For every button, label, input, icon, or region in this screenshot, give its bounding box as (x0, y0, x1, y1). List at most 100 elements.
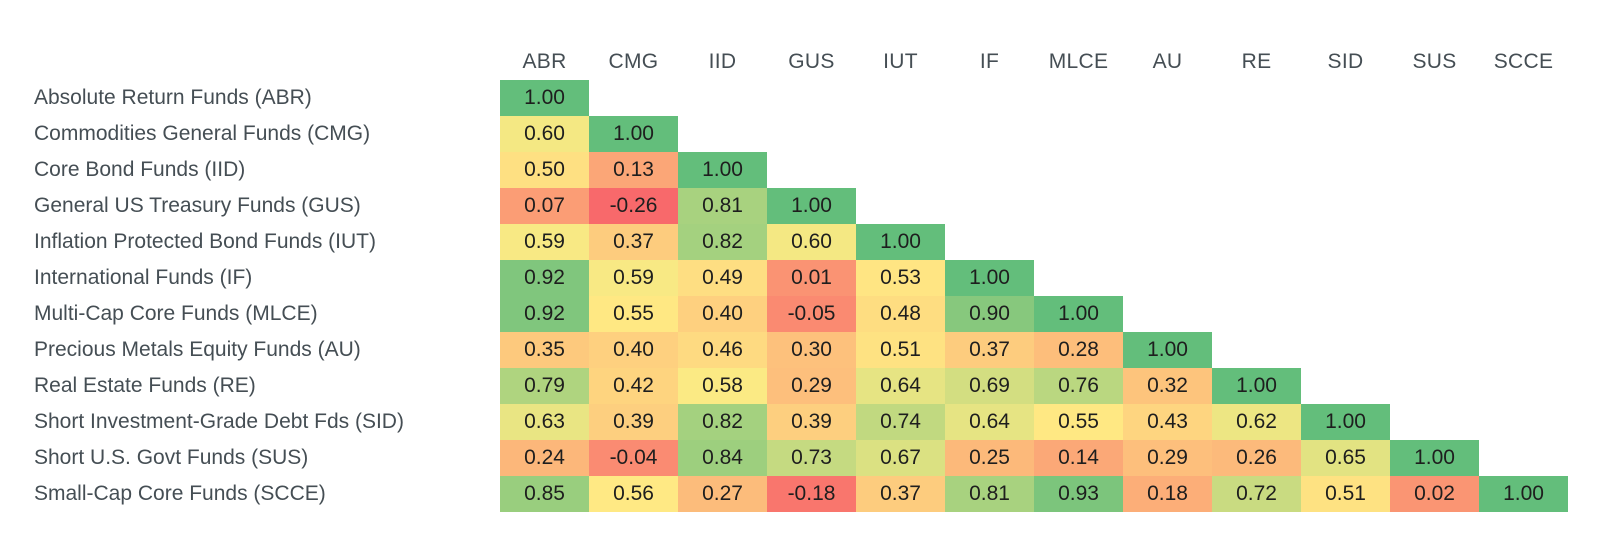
matrix-cell: 0.37 (856, 476, 945, 512)
matrix-cell: 0.62 (1212, 404, 1301, 440)
matrix-cell: 0.29 (767, 368, 856, 404)
matrix-row-au: Precious Metals Equity Funds (AU) 0.35 0.4… (0, 332, 1606, 368)
matrix-cell: 0.46 (678, 332, 767, 368)
row-label: International Funds (IF) (34, 266, 253, 289)
matrix-cell: 0.59 (589, 260, 678, 296)
matrix-cell: 0.73 (767, 440, 856, 476)
matrix-cell: 0.42 (589, 368, 678, 404)
row-label: Commodities General Funds (CMG) (34, 122, 371, 145)
matrix-body: Absolute Return Funds (ABR) 1.00 Commoditi… (0, 80, 1606, 512)
column-header-cmg: CMG (608, 50, 659, 73)
matrix-row-gus: General US Treasury Funds (GUS) 0.07 -0.26… (0, 188, 1606, 224)
matrix-cell: 0.79 (500, 368, 589, 404)
matrix-cell: -0.26 (589, 188, 678, 224)
matrix-cell: 1.00 (1212, 368, 1301, 404)
matrix-cell: 1.00 (1390, 440, 1479, 476)
column-header-re: RE (1241, 50, 1272, 73)
matrix-cell: 0.18 (1123, 476, 1212, 512)
matrix-cell: 1.00 (1301, 404, 1390, 440)
column-header-sus: SUS (1412, 50, 1457, 73)
matrix-cell: 0.60 (500, 116, 589, 152)
matrix-cell: 0.35 (500, 332, 589, 368)
matrix-cell: 1.00 (678, 152, 767, 188)
matrix-row-scce: Small-Cap Core Funds (SCCE) 0.85 0.56 0.27-… (0, 476, 1606, 512)
matrix-cell: 0.51 (856, 332, 945, 368)
matrix-row-re: Real Estate Funds (RE) 0.79 0.42 0.58 0.29 0.… (0, 368, 1606, 404)
matrix-cell: 0.29 (1123, 440, 1212, 476)
matrix-row-mlce: Multi-Cap Core Funds (MLCE) 0.92 0.55 0.40-… (0, 296, 1606, 332)
matrix-cell: 0.51 (1301, 476, 1390, 512)
matrix-row-iut: Inflation Protected Bond Funds (IUT) 0.59… (0, 224, 1606, 260)
row-label: Precious Metals Equity Funds (AU) (34, 338, 361, 361)
matrix-cell: 0.85 (500, 476, 589, 512)
matrix-cell: 0.07 (500, 188, 589, 224)
matrix-cell: 1.00 (1479, 476, 1568, 512)
matrix-cell: 1.00 (945, 260, 1034, 296)
column-header-scce: SCCE (1493, 50, 1554, 73)
matrix-cell: 0.59 (500, 224, 589, 260)
matrix-row-cmg: Commodities General Funds (CMG) 0.60 1.00 (0, 116, 1606, 152)
column-header-if: IF (979, 50, 1000, 73)
matrix-cell: 0.92 (500, 260, 589, 296)
matrix-row-sid: Short Investment-Grade Debt Fds (SID) 0.6… (0, 404, 1606, 440)
matrix-cell: 0.50 (500, 152, 589, 188)
row-label: Multi-Cap Core Funds (MLCE) (34, 302, 318, 325)
row-label: Absolute Return Funds (ABR) (34, 86, 312, 109)
column-header-sid: SID (1327, 50, 1364, 73)
matrix-cell: 0.40 (589, 332, 678, 368)
row-label: Real Estate Funds (RE) (34, 374, 256, 397)
column-header-au: AU (1152, 50, 1183, 73)
matrix-cell: 0.74 (856, 404, 945, 440)
matrix-cell: 0.60 (767, 224, 856, 260)
column-header-iut: IUT (883, 50, 918, 73)
matrix-cell: 0.81 (678, 188, 767, 224)
matrix-cell: 0.64 (856, 368, 945, 404)
matrix-row-if: International Funds (IF) 0.92 0.59 0.49 0.01… (0, 260, 1606, 296)
matrix-cell: 1.00 (1123, 332, 1212, 368)
matrix-cell: 0.39 (589, 404, 678, 440)
matrix-cell: 1.00 (767, 188, 856, 224)
matrix-cell: -0.04 (589, 440, 678, 476)
matrix-cell: 0.82 (678, 224, 767, 260)
matrix-cell: 0.82 (678, 404, 767, 440)
matrix-cell: 0.72 (1212, 476, 1301, 512)
matrix-cell: 0.27 (678, 476, 767, 512)
column-header-mlce: MLCE (1048, 50, 1109, 73)
column-header-abr: ABR (522, 50, 567, 73)
matrix-cell: 0.69 (945, 368, 1034, 404)
matrix-cell: 1.00 (500, 80, 589, 116)
matrix-cell: 0.37 (589, 224, 678, 260)
matrix-cell: 0.13 (589, 152, 678, 188)
matrix-cell: 0.43 (1123, 404, 1212, 440)
matrix-row-iid: Core Bond Funds (IID) 0.50 0.13 1.00 (0, 152, 1606, 188)
column-header-gus: GUS (788, 50, 835, 73)
matrix-cell: 0.14 (1034, 440, 1123, 476)
row-label: Small-Cap Core Funds (SCCE) (34, 482, 326, 505)
matrix-cell: 1.00 (589, 116, 678, 152)
row-label: Core Bond Funds (IID) (34, 158, 246, 181)
matrix-cell: 0.64 (945, 404, 1034, 440)
matrix-cell: 0.48 (856, 296, 945, 332)
matrix-cell: 0.65 (1301, 440, 1390, 476)
column-header-row: ABR CMG IID GUS IUT IF MLCE AU RE SID SUS SCCE (500, 0, 1606, 80)
matrix-cell: 0.02 (1390, 476, 1479, 512)
matrix-cell: 0.01 (767, 260, 856, 296)
matrix-cell: 0.26 (1212, 440, 1301, 476)
matrix-cell: 0.92 (500, 296, 589, 332)
matrix-cell: 0.40 (678, 296, 767, 332)
matrix-cell: 0.58 (678, 368, 767, 404)
matrix-cell: 0.37 (945, 332, 1034, 368)
matrix-cell: -0.18 (767, 476, 856, 512)
matrix-cell: 0.93 (1034, 476, 1123, 512)
matrix-cell: 0.76 (1034, 368, 1123, 404)
matrix-cell: 0.56 (589, 476, 678, 512)
matrix-row-abr: Absolute Return Funds (ABR) 1.00 (0, 80, 1606, 116)
matrix-cell: 1.00 (856, 224, 945, 260)
matrix-cell: 0.32 (1123, 368, 1212, 404)
matrix-cell: 0.30 (767, 332, 856, 368)
matrix-cell: 0.63 (500, 404, 589, 440)
matrix-cell: 0.81 (945, 476, 1034, 512)
column-header-iid: IID (708, 50, 737, 73)
matrix-cell: 0.28 (1034, 332, 1123, 368)
